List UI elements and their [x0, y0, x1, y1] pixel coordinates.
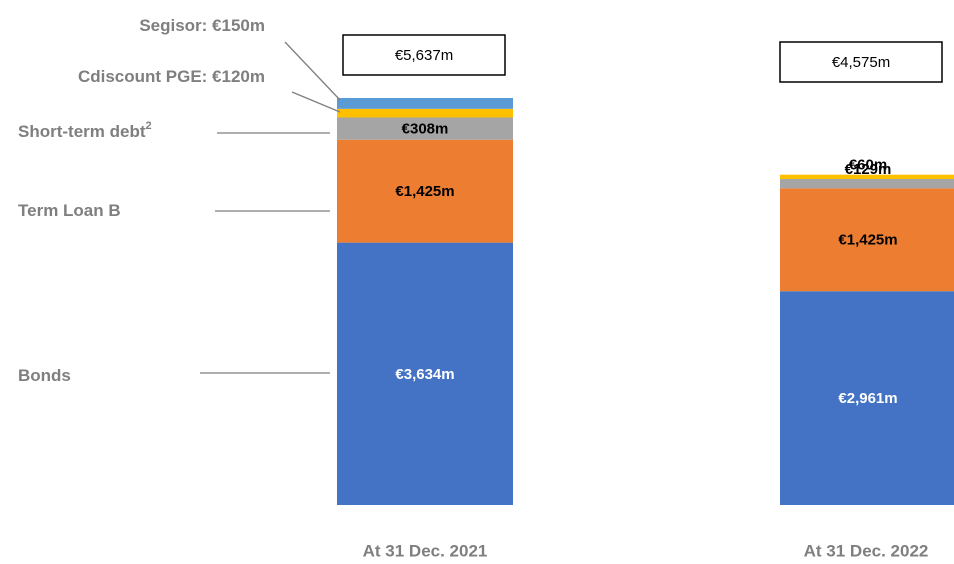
total-label: €5,637m: [395, 47, 453, 64]
legend-name: Term Loan B: [18, 201, 121, 220]
leader-line: [284, 41, 341, 101]
value-label: €2,961m: [838, 390, 897, 407]
total-label: €4,575m: [832, 54, 890, 71]
legend-label: Bonds: [18, 366, 71, 385]
legend-name: Cdiscount PGE: €120m: [78, 67, 265, 86]
bar-segment: [337, 139, 513, 243]
bar-segment: [337, 242, 513, 505]
category-label: At 31 Dec. 2021: [363, 541, 488, 560]
legend-label: Short-term debt2: [18, 120, 152, 142]
total-box: [779, 41, 943, 83]
value-label: €1,425m: [838, 232, 897, 249]
value-label: €308m: [402, 121, 449, 138]
legend-label: Segisor: €150m: [139, 16, 265, 35]
category-label: At 31 Dec. 2022: [804, 541, 929, 560]
footnote: 2: [146, 120, 152, 132]
bar-segment: [337, 108, 513, 118]
legend-name: Short-term debt: [18, 122, 146, 141]
legend-label: Term Loan B: [18, 201, 121, 220]
legend-label: Cdiscount PGE: €120m: [78, 67, 265, 86]
value-label: €3,634m: [395, 366, 454, 383]
value-label: €1,425m: [395, 183, 454, 200]
total-box: [342, 34, 506, 76]
bar-segment: [780, 179, 954, 189]
value-label: €60m: [849, 157, 887, 174]
bar-segment: [337, 98, 513, 109]
bar-segment: [337, 117, 513, 140]
bar-segment: [780, 291, 954, 505]
legend-name: Segisor: €150m: [139, 16, 265, 35]
bar-segment: [780, 174, 954, 180]
bar-segment: [780, 188, 954, 292]
legend-name: Bonds: [18, 366, 71, 385]
value-label: €129m: [845, 161, 892, 178]
leader-line: [291, 91, 341, 113]
